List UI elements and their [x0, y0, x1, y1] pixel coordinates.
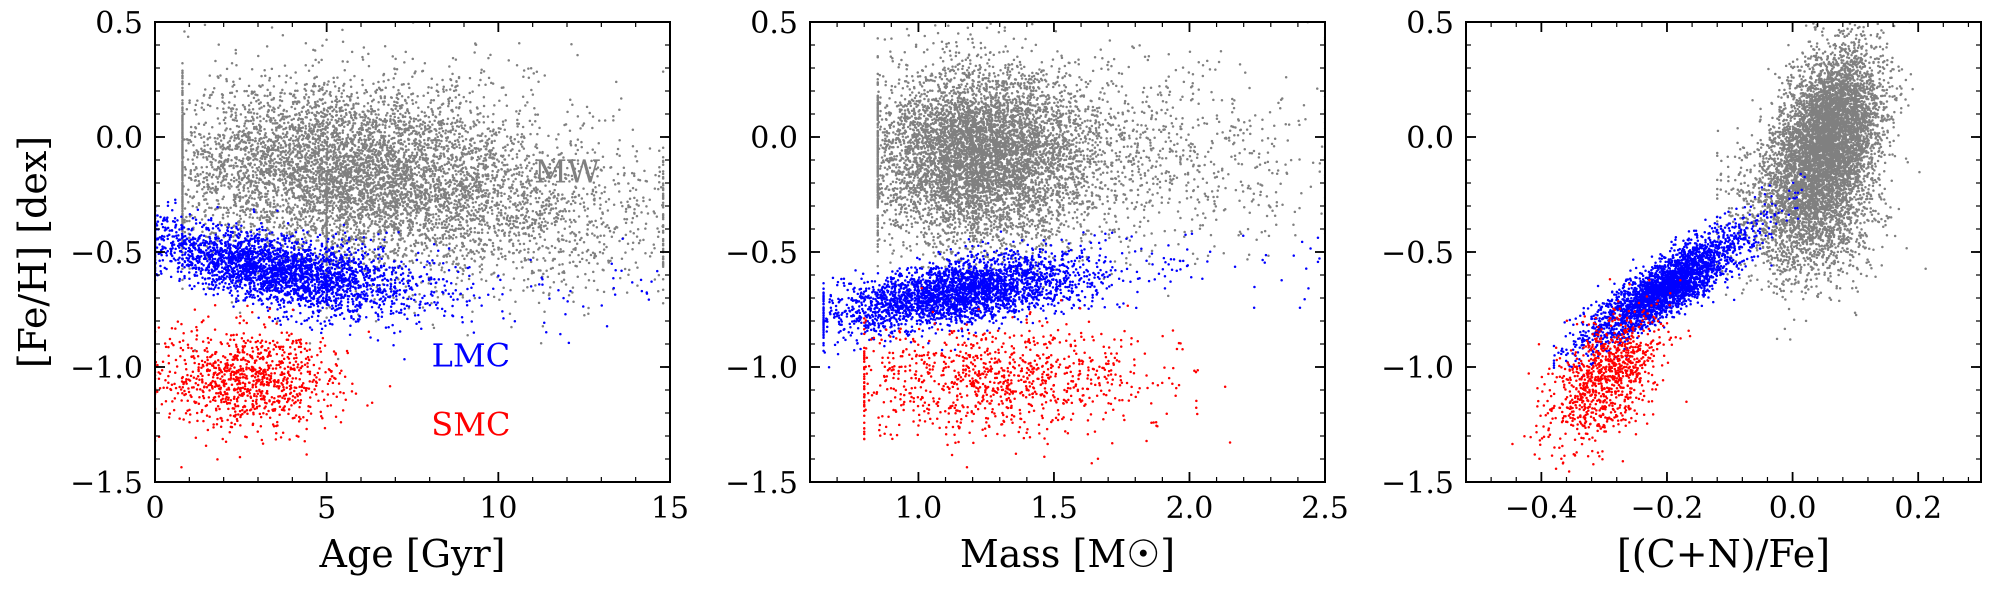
series-lmc	[154, 198, 659, 360]
y-tick-label: −1.5	[1381, 466, 1454, 501]
scatter-points-age	[154, 0, 665, 469]
x-tick-label: −0.2	[1631, 491, 1704, 526]
y-tick-label: 0.0	[1406, 121, 1454, 156]
y-tick-label: −0.5	[725, 236, 798, 271]
scatter-markers-lmc	[154, 198, 659, 360]
legend-label-mw: MW	[534, 153, 600, 191]
x-tick-label: 5	[317, 491, 336, 526]
y-tick-label: 0.5	[1406, 6, 1454, 41]
x-tick-label: 2.5	[1301, 491, 1349, 526]
y-tick-label: −1.0	[725, 351, 798, 386]
x-tick-label: 15	[651, 491, 689, 526]
x-tick-label: 0.2	[1894, 491, 1942, 526]
y-tick-label: −1.0	[70, 351, 143, 386]
x-tick-label: 2.0	[1166, 491, 1214, 526]
y-tick-label: 0.5	[95, 6, 143, 41]
x-tick-label: −0.4	[1505, 491, 1578, 526]
y-tick-label: −1.0	[1381, 351, 1454, 386]
scatter-markers-smc	[154, 304, 391, 469]
legend-label-smc: SMC	[431, 406, 510, 444]
y-tick-label: −0.5	[70, 236, 143, 271]
series-mw	[1716, 0, 1927, 341]
y-tick-label: 0.0	[750, 121, 798, 156]
plot-frame-mass	[810, 22, 1325, 482]
legend-label-lmc: LMC	[432, 337, 511, 375]
scatter-points-mass	[822, 0, 1326, 468]
x-tick-label: 1.0	[895, 491, 943, 526]
panel-age-vs-feh: 0 5 10 15 −1.5 −1.0 −0.5 0.0 0.5 Age [Gyr] [Fe/H…	[11, 0, 689, 576]
y-tick-label: −1.5	[70, 466, 143, 501]
x-tick-label: 0	[145, 491, 164, 526]
y-tick-label: 0.5	[750, 6, 798, 41]
x-axis-label-mass: Mass [M☉]	[960, 532, 1175, 576]
x-tick-label: 1.5	[1030, 491, 1078, 526]
x-axis-label-age: Age [Gyr]	[319, 532, 506, 576]
series-mw	[877, 0, 1327, 301]
x-tick-label: 0.0	[1769, 491, 1817, 526]
scatter-markers-mw	[1716, 0, 1927, 341]
x-tick-label: 10	[479, 491, 517, 526]
panel-cn-vs-feh: −0.4 −0.2 0.0 0.2 −1.5 −1.0 −0.5 0.0 0.5 [(C+N)/…	[1381, 0, 1981, 576]
x-axis-label-cn: [(C+N)/Fe]	[1617, 532, 1830, 576]
series-lmc	[822, 230, 1320, 368]
y-tick-label: −1.5	[725, 466, 798, 501]
axis-ticks-age: 0 5 10 15 −1.5 −1.0 −0.5 0.0 0.5	[70, 6, 689, 526]
scatter-markers-mw	[877, 0, 1327, 301]
y-tick-label: −0.5	[1381, 236, 1454, 271]
y-tick-label: 0.0	[95, 121, 143, 156]
series-smc	[154, 304, 391, 469]
scatter-markers-lmc	[822, 230, 1320, 368]
y-axis-label-feh: [Fe/H] [dex]	[11, 136, 55, 368]
scatter-points-cn	[1511, 0, 1927, 473]
panel-mass-vs-feh: 1.0 1.5 2.0 2.5 −1.5 −1.0 −0.5 0.0 0.5 Mass [M☉]	[725, 0, 1349, 576]
